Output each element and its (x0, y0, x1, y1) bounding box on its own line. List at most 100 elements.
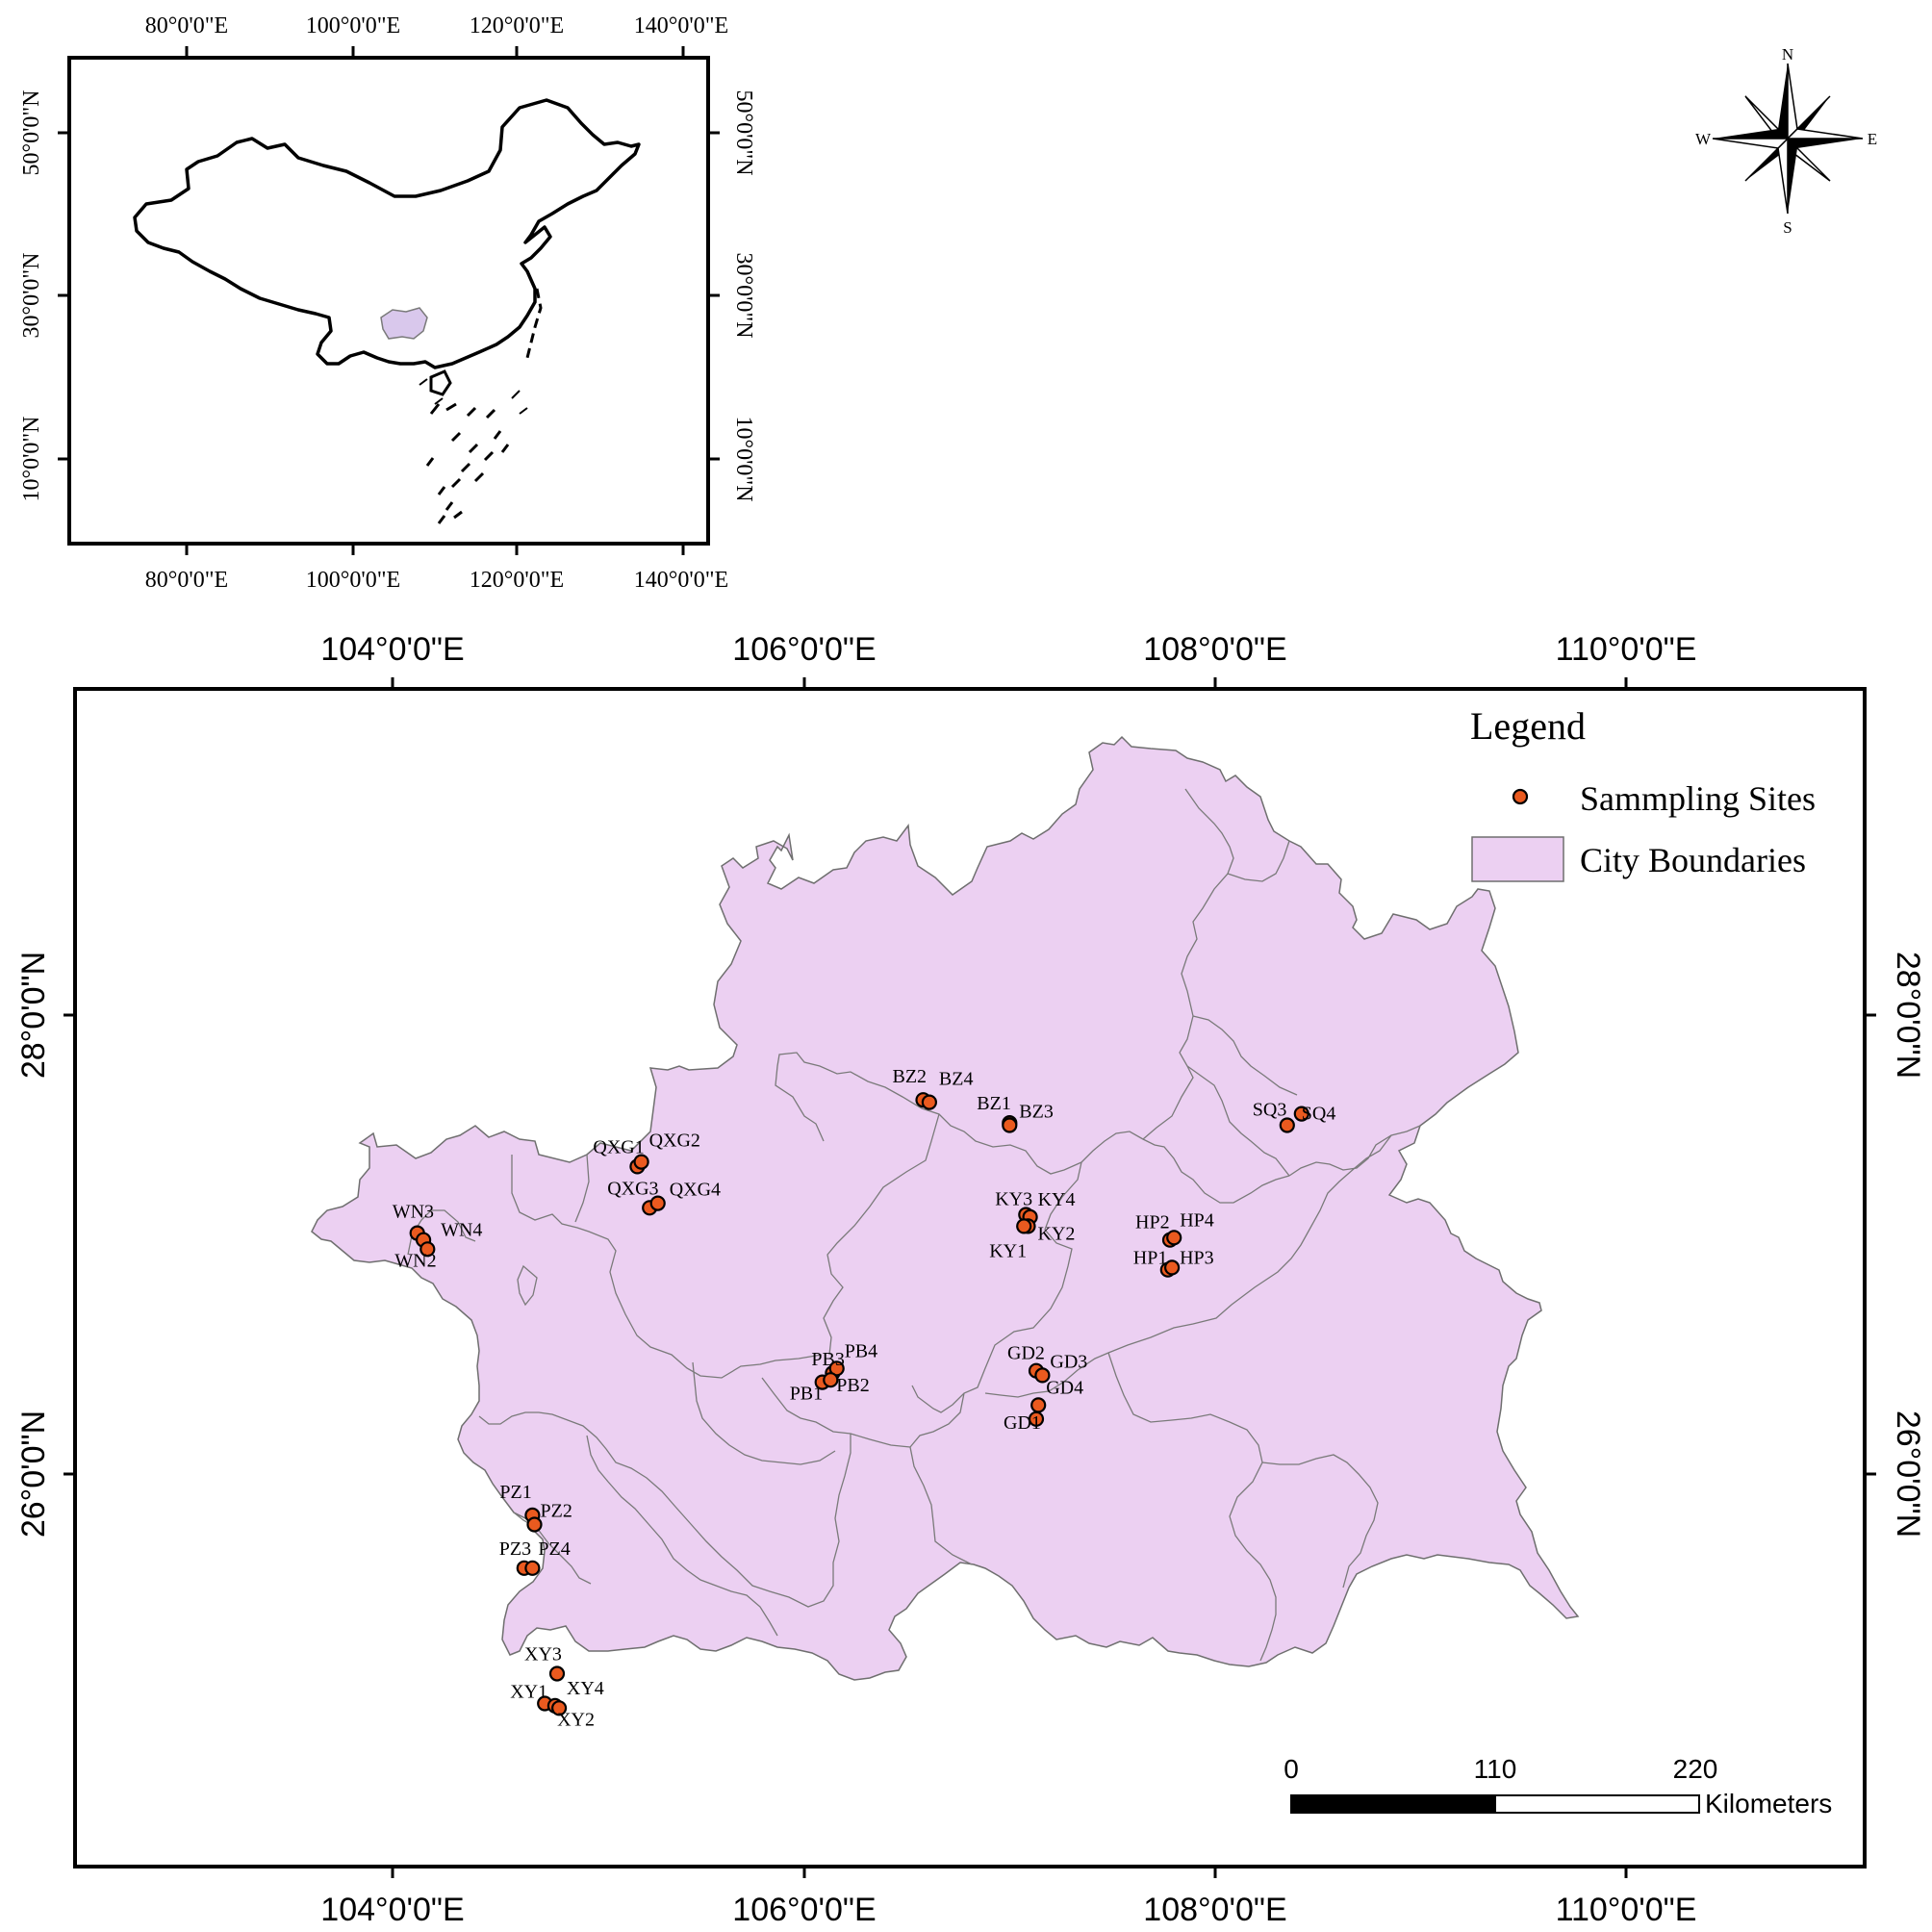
scale-bar-white-segment (1494, 1794, 1700, 1814)
site-label-hp1: HP1 (1133, 1248, 1168, 1269)
legend-site-marker (1512, 788, 1529, 805)
sampling-site-xy3 (548, 1665, 566, 1682)
sampling-site-pz4 (524, 1560, 541, 1576)
city-boundary-lines (407, 788, 1421, 1662)
site-label-qxg3: QXG3 (607, 1178, 658, 1199)
site-label-qxg2: QXG2 (649, 1131, 700, 1152)
site-label-wn4: WN4 (441, 1220, 482, 1241)
site-label-hp2: HP2 (1135, 1212, 1170, 1233)
main-lon-label-bottom: 110°0'0"E (1556, 1892, 1697, 1928)
compass-rose-icon (1712, 63, 1864, 215)
main-lon-label-top: 108°0'0"E (1143, 631, 1286, 668)
site-label-pb1: PB1 (790, 1384, 823, 1405)
inset-lat-label-left: 30°0'0"N (19, 252, 44, 338)
scale-tick-110: 110 (1474, 1754, 1517, 1784)
inset-lat-label-right: 50°0'0"N (731, 89, 756, 175)
site-label-pz1: PZ1 (499, 1482, 531, 1503)
inset-ticks (58, 46, 720, 555)
site-label-wn3: WN3 (393, 1202, 434, 1223)
scale-bar: 0 110 220 Kilometers (1284, 1754, 1832, 1818)
scale-tick-0: 0 (1284, 1754, 1299, 1784)
sampling-site-ky1 (1016, 1218, 1032, 1234)
inset-lat-label-right: 30°0'0"N (731, 252, 756, 338)
site-label-pz4: PZ4 (538, 1538, 570, 1560)
main-lat-label-left: 28°0'0"N (15, 952, 52, 1079)
sampling-site-sq4 (1293, 1106, 1309, 1122)
inset-lon-label-bottom: 120°0'0"E (470, 568, 564, 593)
site-label-xy3: XY3 (524, 1644, 562, 1665)
inset-lon-label-bottom: 80°0'0"E (145, 568, 228, 593)
sampling-site-xy2 (550, 1700, 568, 1716)
legend-item-sites: Sammpling Sites (1580, 779, 1816, 818)
hainan-island (429, 369, 452, 396)
inset-frame (67, 56, 710, 546)
site-label-bz2: BZ2 (893, 1066, 928, 1087)
inset-lon-label-top: 80°0'0"E (145, 13, 228, 38)
main-lon-label-top: 104°0'0"E (320, 631, 464, 668)
china-outline (133, 98, 641, 369)
sampling-site-wn2 (419, 1241, 436, 1258)
inset-lat-label-left: 10°0'0"N (19, 416, 44, 501)
main-lat-label-right: 28°0'0"N (1890, 952, 1926, 1079)
main-lon-label-bottom: 108°0'0"E (1143, 1892, 1286, 1928)
city-boundaries-region (311, 735, 1580, 1681)
site-label-bz1: BZ1 (977, 1093, 1011, 1114)
site-label-xy1: XY1 (510, 1682, 547, 1703)
site-label-xy2: XY2 (557, 1709, 595, 1730)
sampling-site-pb2 (823, 1372, 839, 1388)
compass-e-label: E (1868, 130, 1877, 148)
site-label-bz4: BZ4 (939, 1069, 974, 1090)
sampling-sites-layer (409, 1092, 1309, 1716)
site-label-wn2: WN2 (394, 1250, 436, 1271)
site-label-gd1: GD1 (1004, 1412, 1041, 1434)
site-label-sq4: SQ4 (1302, 1104, 1336, 1125)
sampling-site-qxg2 (633, 1154, 649, 1170)
site-label-pz2: PZ2 (541, 1501, 572, 1522)
main-lon-label-bottom: 104°0'0"E (320, 1892, 464, 1928)
site-label-pz3: PZ3 (499, 1538, 531, 1560)
inset-lat-label-right: 10°0'0"N (731, 416, 756, 501)
sampling-site-hp4 (1166, 1230, 1182, 1246)
island-marks (419, 378, 528, 415)
site-label-xy4: XY4 (567, 1678, 604, 1699)
sampling-site-sq3 (1279, 1117, 1295, 1133)
main-lat-label-right: 26°0'0"N (1890, 1411, 1926, 1538)
scale-tick-220: 220 (1673, 1754, 1718, 1784)
site-label-ky3: KY3 (995, 1189, 1032, 1210)
site-label-gd2: GD2 (1007, 1343, 1045, 1364)
main-map: 104°0'0"E 106°0'0"E 108°0'0"E 110°0'0"E … (15, 631, 1926, 1928)
sampling-site-bz4 (921, 1094, 938, 1110)
inset-lon-label-top: 100°0'0"E (306, 13, 400, 38)
compass-n-label: N (1782, 45, 1793, 64)
site-label-ky4: KY4 (1038, 1189, 1076, 1210)
main-map-ticks (64, 677, 1876, 1878)
site-label-hp3: HP3 (1180, 1247, 1214, 1268)
site-label-ky2: KY2 (1038, 1223, 1076, 1244)
scale-bar-black-segment (1290, 1794, 1496, 1814)
legend-title: Legend (1470, 704, 1586, 748)
guizhou-highlight (380, 307, 428, 340)
inset-lat-label-left: 50°0'0"N (19, 89, 44, 175)
main-lon-label-top: 110°0'0"E (1556, 631, 1697, 668)
site-label-pb2: PB2 (836, 1375, 869, 1396)
sampling-site-hp3 (1163, 1259, 1181, 1276)
site-label-gd4: GD4 (1046, 1377, 1083, 1398)
sampling-site-gd4 (1030, 1397, 1047, 1413)
legend: Legend Sammpling Sites City Boundaries (1470, 704, 1816, 882)
site-label-gd3: GD3 (1050, 1351, 1087, 1372)
sampling-site-gd3 (1034, 1367, 1051, 1384)
legend-region-swatch (1471, 836, 1564, 882)
site-label-sq3: SQ3 (1253, 1100, 1287, 1121)
site-label-pb4: PB4 (845, 1340, 877, 1361)
inset-lon-label-top: 140°0'0"E (634, 13, 728, 38)
sampling-site-pz2 (526, 1516, 543, 1533)
taiwan-outline (525, 288, 543, 359)
site-label-hp4: HP4 (1180, 1209, 1214, 1231)
site-label-qxg4: QXG4 (670, 1180, 721, 1201)
scale-unit: Kilometers (1705, 1789, 1832, 1818)
legend-item-boundaries: City Boundaries (1580, 841, 1806, 879)
main-lat-label-left: 26°0'0"N (15, 1411, 52, 1538)
sampling-site-qxg4 (649, 1195, 666, 1211)
